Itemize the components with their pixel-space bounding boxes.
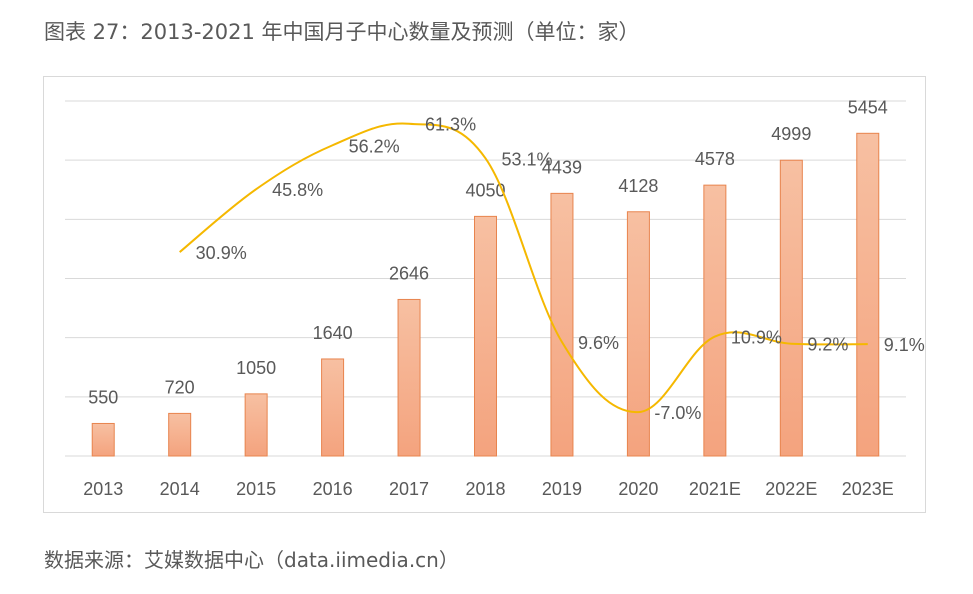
bar-value-label: 1050: [236, 358, 276, 378]
bar: [168, 412, 192, 457]
growth-labels: 30.9% 45.8% 56.2% 61.3% 53.1% 9.6% -7.0% 10.9% 9…: [196, 115, 925, 423]
bar: [626, 211, 650, 457]
x-tick-label: 2016: [313, 479, 353, 499]
growth-rate-label: 9.2%: [807, 335, 848, 355]
growth-rate-label: 30.9%: [196, 243, 247, 263]
bar: [244, 393, 268, 457]
chart-svg: 550 720 1050 1640 2646 4050 4439 4128 4578 4999 54…: [65, 97, 925, 499]
bar: [397, 298, 421, 457]
bar-value-label: 4578: [695, 149, 735, 169]
bar: [779, 159, 803, 457]
growth-line: [179, 122, 868, 414]
x-tick-label: 2020: [618, 479, 658, 499]
x-tick-label: 2023E: [842, 479, 894, 499]
growth-rate-label: -7.0%: [654, 403, 701, 423]
x-tick-label: 2019: [542, 479, 582, 499]
bar: [321, 358, 345, 457]
growth-rate-label: 9.1%: [884, 335, 925, 355]
bars: [91, 132, 880, 457]
chart-frame: 550 720 1050 1640 2646 4050 4439 4128 4578 4999 54…: [43, 76, 926, 513]
source-note: 数据来源：艾媒数据中心（data.iimedia.cn）: [44, 548, 459, 572]
bar-value-label: 5454: [848, 97, 888, 117]
growth-rate-label: 53.1%: [502, 149, 553, 169]
bar-labels: 550 720 1050 1640 2646 4050 4439 4128 4578 4999 54…: [88, 97, 888, 407]
bar: [550, 192, 574, 457]
bar-value-label: 4439: [542, 157, 582, 177]
bar-value-label: 720: [165, 377, 195, 397]
x-tick-labels: 2013 2014 2015 2016 2017 2018 2019 2020 2021E 202…: [83, 479, 894, 499]
x-tick-label: 2022E: [765, 479, 817, 499]
bar-value-label: 4128: [618, 176, 658, 196]
x-tick-label: 2013: [83, 479, 123, 499]
growth-rate-label: 10.9%: [731, 328, 782, 348]
x-tick-label: 2018: [465, 479, 505, 499]
x-tick-label: 2015: [236, 479, 276, 499]
growth-line-layer: [179, 122, 868, 414]
growth-rate-label: 56.2%: [349, 136, 400, 156]
growth-rate-label: 61.3%: [425, 115, 476, 135]
growth-rate-label: 9.6%: [578, 333, 619, 353]
x-tick-label: 2021E: [689, 479, 741, 499]
bar: [856, 132, 880, 457]
bar-value-label: 550: [88, 387, 118, 407]
bar: [91, 422, 115, 457]
bar-value-label: 2646: [389, 263, 429, 283]
bar-value-label: 1640: [313, 323, 353, 343]
bar: [703, 184, 727, 457]
bar: [474, 215, 497, 457]
x-tick-label: 2014: [160, 479, 200, 499]
chart-title: 图表 27：2013-2021 年中国月子中心数量及预测（单位：家）: [44, 20, 640, 44]
growth-rate-label: 45.8%: [272, 180, 323, 200]
bar-value-label: 4050: [465, 180, 505, 200]
x-tick-label: 2017: [389, 479, 429, 499]
bar-value-label: 4999: [771, 124, 811, 144]
